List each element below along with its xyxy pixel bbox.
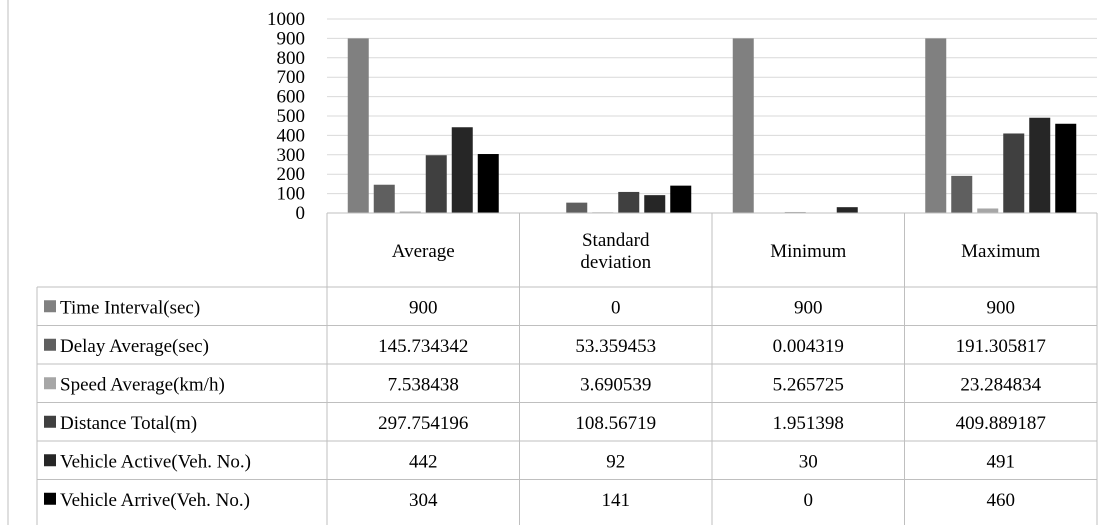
data-label: 0 (804, 490, 814, 511)
data-label: 92 (606, 451, 625, 472)
data-label: 23.284834 (960, 374, 1041, 395)
bar (733, 38, 754, 213)
y-tick-label: 600 (277, 87, 306, 108)
y-tick-label: 1000 (267, 9, 305, 30)
data-label: 442 (409, 451, 438, 472)
legend-key (44, 493, 56, 505)
data-label: 409.889187 (956, 413, 1046, 434)
legend-label: Distance Total(m) (60, 413, 197, 434)
data-label: 460 (987, 490, 1016, 511)
legend-label: Delay Average(sec) (60, 336, 209, 357)
bar (670, 186, 691, 213)
data-label: 1.951398 (773, 413, 844, 434)
bar (478, 154, 499, 213)
bar (644, 195, 665, 213)
data-label: 5.265725 (773, 374, 844, 395)
y-tick-label: 800 (277, 48, 306, 69)
y-tick-label: 300 (277, 145, 306, 166)
bars (348, 38, 1077, 213)
data-label: 0 (611, 297, 621, 318)
data-label: 141 (602, 490, 631, 511)
data-label: 108.56719 (575, 413, 656, 434)
bar (566, 203, 587, 213)
category-label: Minimum (770, 241, 846, 262)
y-tick-label: 400 (277, 125, 306, 146)
legend-label: Speed Average(km/h) (60, 374, 225, 395)
bar (977, 208, 998, 213)
category-label: Maximum (961, 241, 1040, 262)
legend-key (44, 454, 56, 466)
data-label: 491 (987, 451, 1016, 472)
data-label: 0.004319 (773, 336, 844, 357)
data-label: 900 (794, 297, 823, 318)
y-tick-label: 500 (277, 106, 306, 127)
data-label: 145.734342 (378, 336, 468, 357)
bar (452, 127, 473, 213)
data-label: 53.359453 (575, 336, 656, 357)
data-label: 297.754196 (378, 413, 468, 434)
y-tick-label: 200 (277, 164, 306, 185)
data-label: 30 (799, 451, 818, 472)
data-label: 900 (409, 297, 438, 318)
legend-label: Time Interval(sec) (60, 297, 200, 318)
bar (374, 185, 395, 213)
legend-label: Vehicle Active(Veh. No.) (60, 451, 251, 472)
data-label: 191.305817 (956, 336, 1046, 357)
legend-key (44, 416, 56, 428)
category-label: deviation (580, 252, 651, 273)
bar (1055, 124, 1076, 213)
bar (925, 38, 946, 213)
legend-key (44, 377, 56, 389)
bar (618, 192, 639, 213)
data-label: 304 (409, 490, 438, 511)
category-label: Average (392, 241, 455, 262)
y-tick-label: 0 (296, 203, 306, 224)
bar (348, 38, 369, 213)
y-tick-label: 100 (277, 184, 306, 205)
bar (1029, 118, 1050, 213)
y-tick-label: 900 (277, 28, 306, 49)
data-label: 3.690539 (580, 374, 651, 395)
data-label: 7.538438 (388, 374, 459, 395)
bar (1003, 133, 1024, 213)
data-label: 900 (987, 297, 1016, 318)
y-tick-label: 700 (277, 67, 306, 88)
bar (426, 155, 447, 213)
bar (837, 207, 858, 213)
legend-label: Vehicle Arrive(Veh. No.) (60, 490, 250, 511)
legend-key (44, 300, 56, 312)
bar (951, 176, 972, 213)
category-label: Standard (582, 230, 650, 251)
legend-key (44, 339, 56, 351)
